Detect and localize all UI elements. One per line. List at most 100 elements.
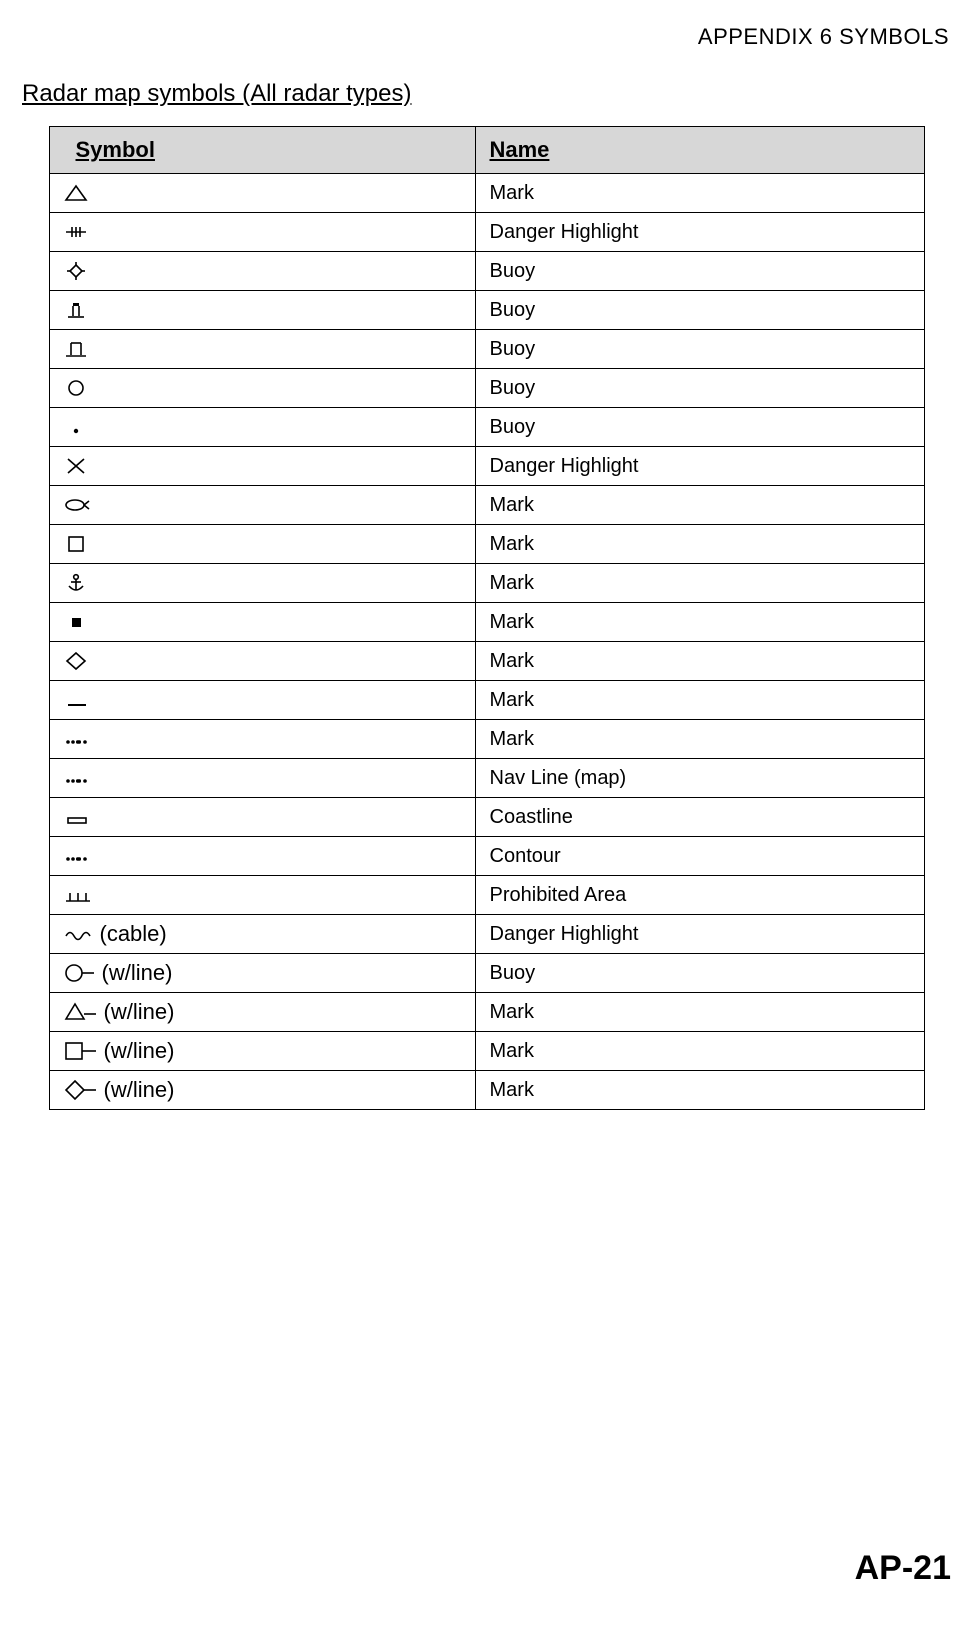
coastline-icon bbox=[62, 806, 92, 826]
prohibited-icon bbox=[62, 884, 94, 904]
table-row: Nav Line (map) bbox=[49, 759, 924, 798]
col-header-symbol: Symbol bbox=[49, 127, 475, 174]
name-cell: Buoy bbox=[475, 291, 924, 330]
symbol-table-wrap: Symbol Name MarkDanger HighlightBuoyBuoy… bbox=[49, 126, 925, 1110]
fish-icon bbox=[62, 494, 92, 514]
table-row: Mark bbox=[49, 603, 924, 642]
symbol-cell bbox=[49, 759, 475, 798]
dots-icon bbox=[62, 728, 92, 748]
symbol-cell bbox=[49, 525, 475, 564]
page: APPENDIX 6 SYMBOLS Radar map symbols (Al… bbox=[0, 0, 973, 1640]
table-row: Coastline bbox=[49, 798, 924, 837]
name-cell: Mark bbox=[475, 1071, 924, 1110]
table-row: Mark bbox=[49, 174, 924, 213]
symbol-cell: (cable) bbox=[49, 915, 475, 954]
symbol-cell bbox=[49, 408, 475, 447]
name-cell: Mark bbox=[475, 174, 924, 213]
name-cell: Danger Highlight bbox=[475, 915, 924, 954]
page-number: AP-21 bbox=[855, 1549, 951, 1588]
symbol-cell bbox=[49, 681, 475, 720]
table-row: Buoy bbox=[49, 408, 924, 447]
symbol-cell: (w/line) bbox=[49, 1071, 475, 1110]
col-header-name: Name bbox=[475, 127, 924, 174]
diamond-line-icon bbox=[62, 1079, 98, 1099]
name-cell: Buoy bbox=[475, 369, 924, 408]
name-cell: Buoy bbox=[475, 330, 924, 369]
table-row: Danger Highlight bbox=[49, 213, 924, 252]
hline-icon bbox=[62, 689, 90, 709]
symbol-cell: (w/line) bbox=[49, 954, 475, 993]
name-cell: Nav Line (map) bbox=[475, 759, 924, 798]
dot-icon bbox=[62, 416, 90, 436]
page-title: Radar map symbols (All radar types) bbox=[22, 80, 955, 108]
circle-line-icon bbox=[62, 962, 96, 982]
symbol-cell bbox=[49, 174, 475, 213]
symbol-cell: (w/line) bbox=[49, 993, 475, 1032]
square-line-icon bbox=[62, 1040, 98, 1060]
symbol-cell bbox=[49, 252, 475, 291]
symbol-caption: (cable) bbox=[100, 921, 167, 947]
table-header-row: Symbol Name bbox=[49, 127, 924, 174]
name-cell: Buoy bbox=[475, 252, 924, 291]
name-cell: Mark bbox=[475, 642, 924, 681]
name-cell: Danger Highlight bbox=[475, 447, 924, 486]
buoy-diamond-icon bbox=[62, 260, 90, 280]
name-cell: Mark bbox=[475, 525, 924, 564]
table-row: (cable) Danger Highlight bbox=[49, 915, 924, 954]
table-row: Mark bbox=[49, 525, 924, 564]
table-row: Mark bbox=[49, 681, 924, 720]
symbol-cell bbox=[49, 720, 475, 759]
name-cell: Contour bbox=[475, 837, 924, 876]
circle-icon bbox=[62, 377, 90, 397]
name-cell: Coastline bbox=[475, 798, 924, 837]
triangle-icon bbox=[62, 182, 90, 202]
symbol-cell bbox=[49, 369, 475, 408]
table-row: Buoy bbox=[49, 369, 924, 408]
name-cell: Mark bbox=[475, 720, 924, 759]
name-cell: Mark bbox=[475, 603, 924, 642]
buoy-tower-icon bbox=[62, 299, 90, 319]
symbol-cell bbox=[49, 291, 475, 330]
table-row: Mark bbox=[49, 486, 924, 525]
symbol-cell bbox=[49, 564, 475, 603]
table-row: Buoy bbox=[49, 330, 924, 369]
name-cell: Mark bbox=[475, 681, 924, 720]
symbol-caption: (w/line) bbox=[104, 999, 175, 1025]
triangle-line-icon bbox=[62, 1001, 98, 1021]
table-row: Buoy bbox=[49, 291, 924, 330]
table-row: (w/line)Buoy bbox=[49, 954, 924, 993]
symbol-cell bbox=[49, 798, 475, 837]
cross-icon bbox=[62, 455, 90, 475]
symbol-cell bbox=[49, 603, 475, 642]
symbol-caption: (w/line) bbox=[104, 1038, 175, 1064]
table-row: Mark bbox=[49, 564, 924, 603]
square-icon bbox=[62, 533, 90, 553]
symbol-cell bbox=[49, 486, 475, 525]
name-cell: Mark bbox=[475, 564, 924, 603]
name-cell: Mark bbox=[475, 486, 924, 525]
table-row: Prohibited Area bbox=[49, 876, 924, 915]
black-square-icon bbox=[62, 611, 90, 631]
name-cell: Buoy bbox=[475, 954, 924, 993]
symbol-cell bbox=[49, 330, 475, 369]
table-row: Mark bbox=[49, 642, 924, 681]
name-cell: Danger Highlight bbox=[475, 213, 924, 252]
table-row: Danger Highlight bbox=[49, 447, 924, 486]
header-appendix: APPENDIX 6 SYMBOLS bbox=[18, 0, 955, 50]
table-row: (w/line)Mark bbox=[49, 1032, 924, 1071]
table-row: (w/line)Mark bbox=[49, 993, 924, 1032]
dots-icon bbox=[62, 845, 92, 865]
diamond-icon bbox=[62, 650, 90, 670]
danger-hl-1-icon bbox=[62, 221, 90, 241]
anchor-icon bbox=[62, 572, 90, 592]
table-body: MarkDanger HighlightBuoyBuoyBuoyBuoyBuoy… bbox=[49, 174, 924, 1110]
symbol-caption: (w/line) bbox=[104, 1077, 175, 1103]
symbol-cell bbox=[49, 213, 475, 252]
table-row: Mark bbox=[49, 720, 924, 759]
symbol-cell bbox=[49, 876, 475, 915]
symbol-cell: (w/line) bbox=[49, 1032, 475, 1071]
table-row: Buoy bbox=[49, 252, 924, 291]
symbol-cell bbox=[49, 447, 475, 486]
cable-icon bbox=[62, 923, 94, 943]
table-row: Contour bbox=[49, 837, 924, 876]
